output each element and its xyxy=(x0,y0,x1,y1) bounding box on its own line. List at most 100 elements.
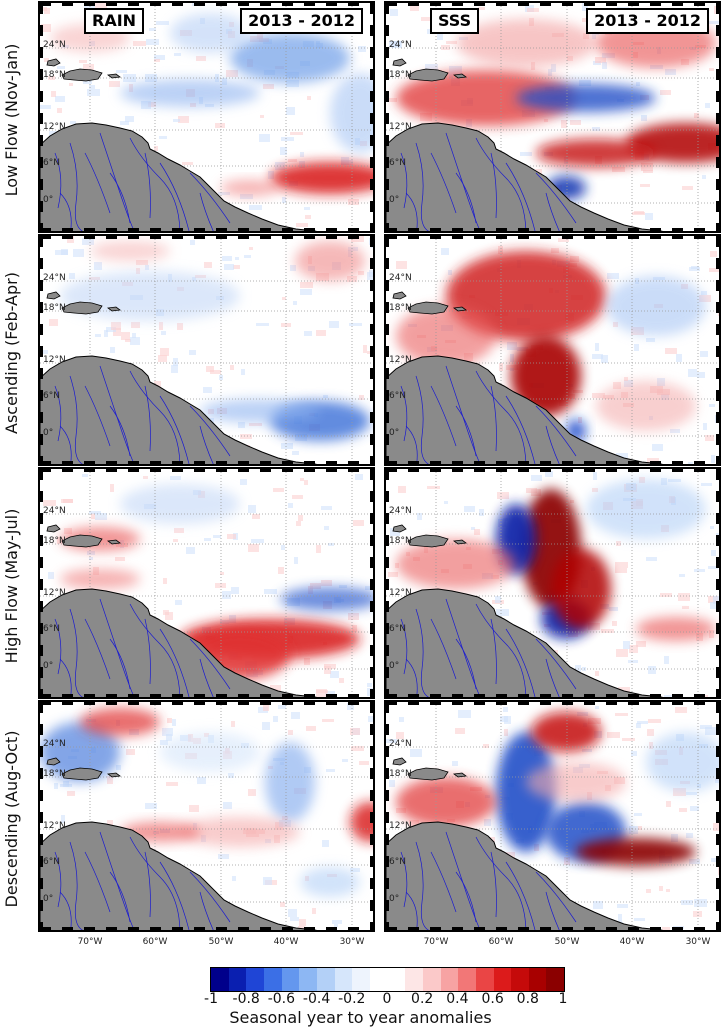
frame-tick xyxy=(370,390,373,401)
lon-label: 40°W xyxy=(619,937,645,947)
frame-tick xyxy=(716,900,719,911)
frame-tick xyxy=(40,557,43,568)
frame-tick xyxy=(386,469,397,472)
frame-tick xyxy=(40,469,43,480)
frame-tick xyxy=(84,694,95,697)
island xyxy=(61,534,103,548)
frame-tick xyxy=(540,228,551,231)
frame-tick xyxy=(386,768,389,779)
rain-map-panel-1: 24°N 18°N 12°N 6°N 0° RAIN 2013 - 2012 xyxy=(38,1,375,233)
river xyxy=(199,658,214,697)
frame-tick xyxy=(540,927,551,930)
river xyxy=(400,618,408,675)
frame-tick xyxy=(540,694,551,697)
frame-tick xyxy=(194,3,205,6)
colorbar-tick-label: -0.8 xyxy=(232,991,260,1007)
frame-tick xyxy=(386,667,389,678)
frame-tick xyxy=(650,236,661,239)
river xyxy=(189,172,231,224)
frame-tick xyxy=(194,927,205,930)
frame-tick xyxy=(216,228,227,231)
frame-tick xyxy=(716,390,719,401)
frame-tick xyxy=(452,694,463,697)
river xyxy=(535,871,577,923)
frame-tick xyxy=(282,702,293,705)
frame-tick xyxy=(40,601,43,612)
frame-tick xyxy=(40,491,43,502)
colorbar-swatch xyxy=(246,968,264,991)
row-label-1: Low Flow (Nov-Jan) xyxy=(2,43,21,197)
frame-tick xyxy=(716,3,719,14)
river xyxy=(109,172,131,224)
frame-tick xyxy=(40,461,51,464)
river xyxy=(475,603,527,697)
river xyxy=(545,658,560,697)
lat-label: 24°N xyxy=(43,739,66,749)
frame-tick xyxy=(370,689,373,697)
frame-tick xyxy=(540,702,551,705)
frame-tick xyxy=(716,324,719,335)
colorbar-swatch xyxy=(281,968,300,991)
frame-tick xyxy=(716,179,719,190)
frame-tick xyxy=(40,927,51,930)
frame-tick xyxy=(326,461,337,464)
frame-tick xyxy=(84,927,95,930)
frame-tick xyxy=(128,236,139,239)
anomaly-patch xyxy=(606,276,706,336)
lon-label: 70°W xyxy=(77,937,103,947)
frame-tick xyxy=(282,927,293,930)
frame-tick xyxy=(348,694,359,697)
frame-tick xyxy=(172,3,183,6)
frame-tick xyxy=(518,694,529,697)
anomaly-patch xyxy=(270,162,373,194)
lat-label: 6°N xyxy=(389,624,406,634)
frame-tick xyxy=(62,461,73,464)
frame-tick xyxy=(386,236,389,247)
colorbar-swatch xyxy=(458,968,476,991)
colorbar-swatch xyxy=(316,968,335,991)
river xyxy=(505,162,536,231)
frame-tick xyxy=(386,922,389,930)
lat-label: 6°N xyxy=(43,391,60,401)
frame-tick xyxy=(518,236,529,239)
lat-label: 18°N xyxy=(389,70,412,80)
frame-tick xyxy=(282,469,293,472)
frame-tick xyxy=(540,3,551,6)
island xyxy=(452,73,468,79)
island xyxy=(407,301,449,315)
river xyxy=(445,365,481,464)
frame-tick xyxy=(40,694,51,697)
river xyxy=(505,861,536,930)
frame-tick xyxy=(408,461,419,464)
frame-tick xyxy=(216,3,227,6)
frame-tick xyxy=(694,702,705,705)
frame-tick xyxy=(386,69,389,80)
frame-tick xyxy=(672,461,683,464)
frame-tick xyxy=(326,228,337,231)
frame-tick xyxy=(672,228,683,231)
frame-tick xyxy=(716,157,719,168)
frame-tick xyxy=(370,434,373,445)
frame-tick xyxy=(106,236,117,239)
frame-tick xyxy=(386,724,389,735)
frame-tick xyxy=(716,91,719,102)
frame-tick xyxy=(40,346,43,357)
lat-label: 12°N xyxy=(389,588,412,598)
anomaly-patch xyxy=(396,306,496,366)
frame-tick xyxy=(194,469,205,472)
frame-tick xyxy=(716,856,719,867)
sss-header: SSS xyxy=(430,8,480,34)
anomaly-patch xyxy=(60,271,240,321)
frame-tick xyxy=(518,228,529,231)
frame-tick xyxy=(716,434,719,445)
river xyxy=(455,638,477,690)
frame-tick xyxy=(386,179,389,190)
frame-tick xyxy=(408,469,419,472)
frame-tick xyxy=(40,922,43,930)
frame-tick xyxy=(348,3,359,6)
frame-tick xyxy=(562,702,573,705)
frame-tick xyxy=(370,324,373,335)
river xyxy=(545,425,560,464)
lat-label: 0° xyxy=(389,428,399,438)
lat-label: 0° xyxy=(389,661,399,671)
